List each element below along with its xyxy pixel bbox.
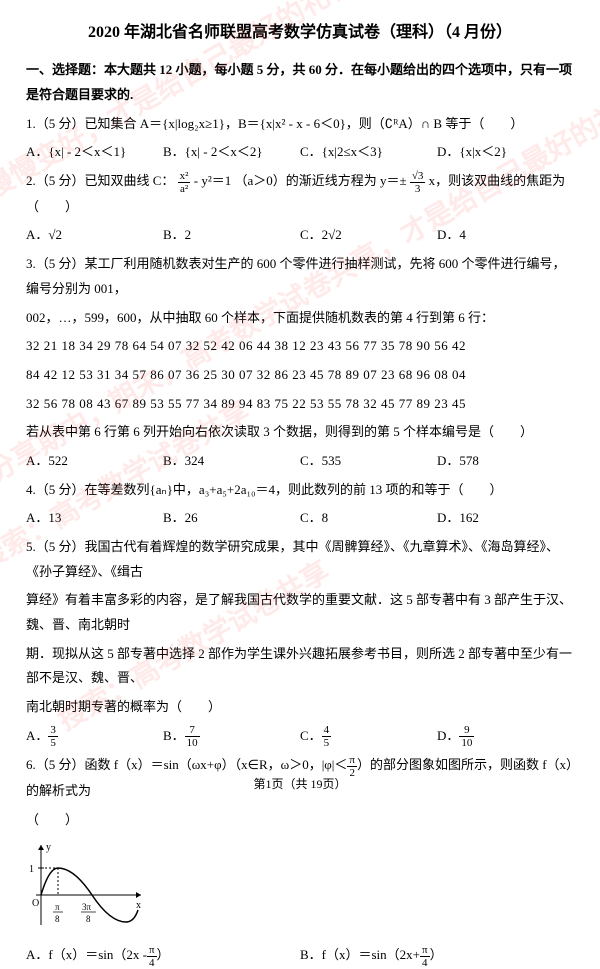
q5-opt-b: B．710 <box>163 724 300 750</box>
q2-mid: - y²＝1 <box>194 173 231 188</box>
question-5-l4: 南北朝时期专著的概率为（ ） <box>26 695 574 720</box>
q3-row1: 32 21 18 34 29 78 64 54 07 32 52 42 06 4… <box>26 334 574 359</box>
y-axis-label: y <box>46 842 51 853</box>
sine-graph: y x O 1 π 8 3π 8 <box>26 840 146 930</box>
question-3-line1: 3.（5 分）某工厂利用随机数表对生产的 600 个零件进行抽样测试，先将 60… <box>26 252 574 301</box>
q3-opt-b: B．324 <box>163 449 300 474</box>
q4-options: A．13 B．26 C．8 D．162 <box>26 506 574 531</box>
question-3-line2: 002，…，599，600，从中抽取 60 个样本，下面提供随机数表的第 4 行… <box>26 306 574 331</box>
question-3-line3: 若从表中第 6 行第 6 列开始向右依次读取 3 个数据，则得到的第 5 个样本… <box>26 420 574 445</box>
question-5-l1: 5.（5 分）我国古代有着辉煌的数学研究成果，其中《周髀算经》、《九章算术》、《… <box>26 535 574 584</box>
question-5-l2: 算经》有着丰富多彩的内容，是了解我国古代数学的重要文献．这 5 部专著中有 3 … <box>26 588 574 637</box>
q6-opt-b: B．f（x）＝sin（2x+π4） <box>300 943 574 969</box>
q5-opt-d: D．910 <box>437 724 574 750</box>
question-6-l2: （ ） <box>26 808 574 833</box>
origin-label: O <box>32 898 39 909</box>
q1-opt-a: A．{x| - 2＜x＜1} <box>26 140 163 165</box>
q4-opt-d: D．162 <box>437 506 574 531</box>
svg-text:8: 8 <box>55 914 60 924</box>
y-tick-1: 1 <box>29 864 34 875</box>
q6-options: A．f（x）＝sin（2x -π4） B．f（x）＝sin（2x+π4） <box>26 943 574 969</box>
page-title: 2020 年湖北省名师联盟高考数学仿真试卷（理科）（4 月份） <box>26 18 574 48</box>
q3-opt-c: C．535 <box>300 449 437 474</box>
question-1: 1.（5 分）已知集合 A＝{x|log₂x≥1}，B＝{x|x² - x - … <box>26 112 574 137</box>
q3-opt-a: A．522 <box>26 449 163 474</box>
q2-options: A．√2 B．2 C．2√2 D．4 <box>26 223 574 248</box>
q2-post: （a＞0）的渐近线方程为 y＝± <box>234 173 406 188</box>
q5-options: A．35 B．710 C．45 D．910 <box>26 724 574 750</box>
q1-opt-d: D．{x|x＜2} <box>437 140 574 165</box>
q1-options: A．{x| - 2＜x＜1} B．{x| - 2＜x＜2} C．{x|2≤x＜3… <box>26 140 574 165</box>
svg-text:8: 8 <box>86 914 91 924</box>
q3-row2: 84 42 12 53 31 34 57 86 07 36 25 30 07 3… <box>26 363 574 388</box>
q2-opt-a: A．√2 <box>26 223 163 248</box>
q4-opt-a: A．13 <box>26 506 163 531</box>
q4-opt-c: C．8 <box>300 506 437 531</box>
q4-opt-b: B．26 <box>163 506 300 531</box>
q3-row3: 32 56 78 08 43 67 89 53 55 77 34 89 94 8… <box>26 392 574 417</box>
page-footer: 第1页（共 19页） <box>0 773 600 796</box>
question-4: 4.（5 分）在等差数列{aₙ}中，a₃+a₅+2a₁₀＝4，则此数列的前 13… <box>26 478 574 503</box>
q5-opt-a: A．35 <box>26 724 163 750</box>
q3-opt-d: D．578 <box>437 449 574 474</box>
question-2: 2.（5 分）已知双曲线 C： x²a² - y²＝1 （a＞0）的渐近线方程为… <box>26 169 574 219</box>
question-5-l3: 期．现拟从这 5 部专著中选择 2 部作为学生课外兴趣拓展参考书目，则所选 2 … <box>26 642 574 691</box>
q1-opt-b: B．{x| - 2＜x＜2} <box>163 140 300 165</box>
q1-opt-c: C．{x|2≤x＜3} <box>300 140 437 165</box>
q6-opt-a: A．f（x）＝sin（2x -π4） <box>26 943 300 969</box>
section-heading: 一、选择题：本大题共 12 小题，每小题 5 分，共 60 分．在每小题给出的四… <box>26 58 574 107</box>
x-axis-label: x <box>136 900 141 911</box>
q2-opt-d: D．4 <box>437 223 574 248</box>
q5-opt-c: C．45 <box>300 724 437 750</box>
q2-frac2: √33 <box>410 170 426 195</box>
q2-opt-b: B．2 <box>163 223 300 248</box>
x-tick-2: 3π <box>82 902 92 912</box>
q2-frac1: x²a² <box>178 170 191 195</box>
q2-pre: 2.（5 分）已知双曲线 C： <box>26 173 174 188</box>
x-tick-1: π <box>55 902 60 912</box>
q2-opt-c: C．2√2 <box>300 223 437 248</box>
q3-options: A．522 B．324 C．535 D．578 <box>26 449 574 474</box>
